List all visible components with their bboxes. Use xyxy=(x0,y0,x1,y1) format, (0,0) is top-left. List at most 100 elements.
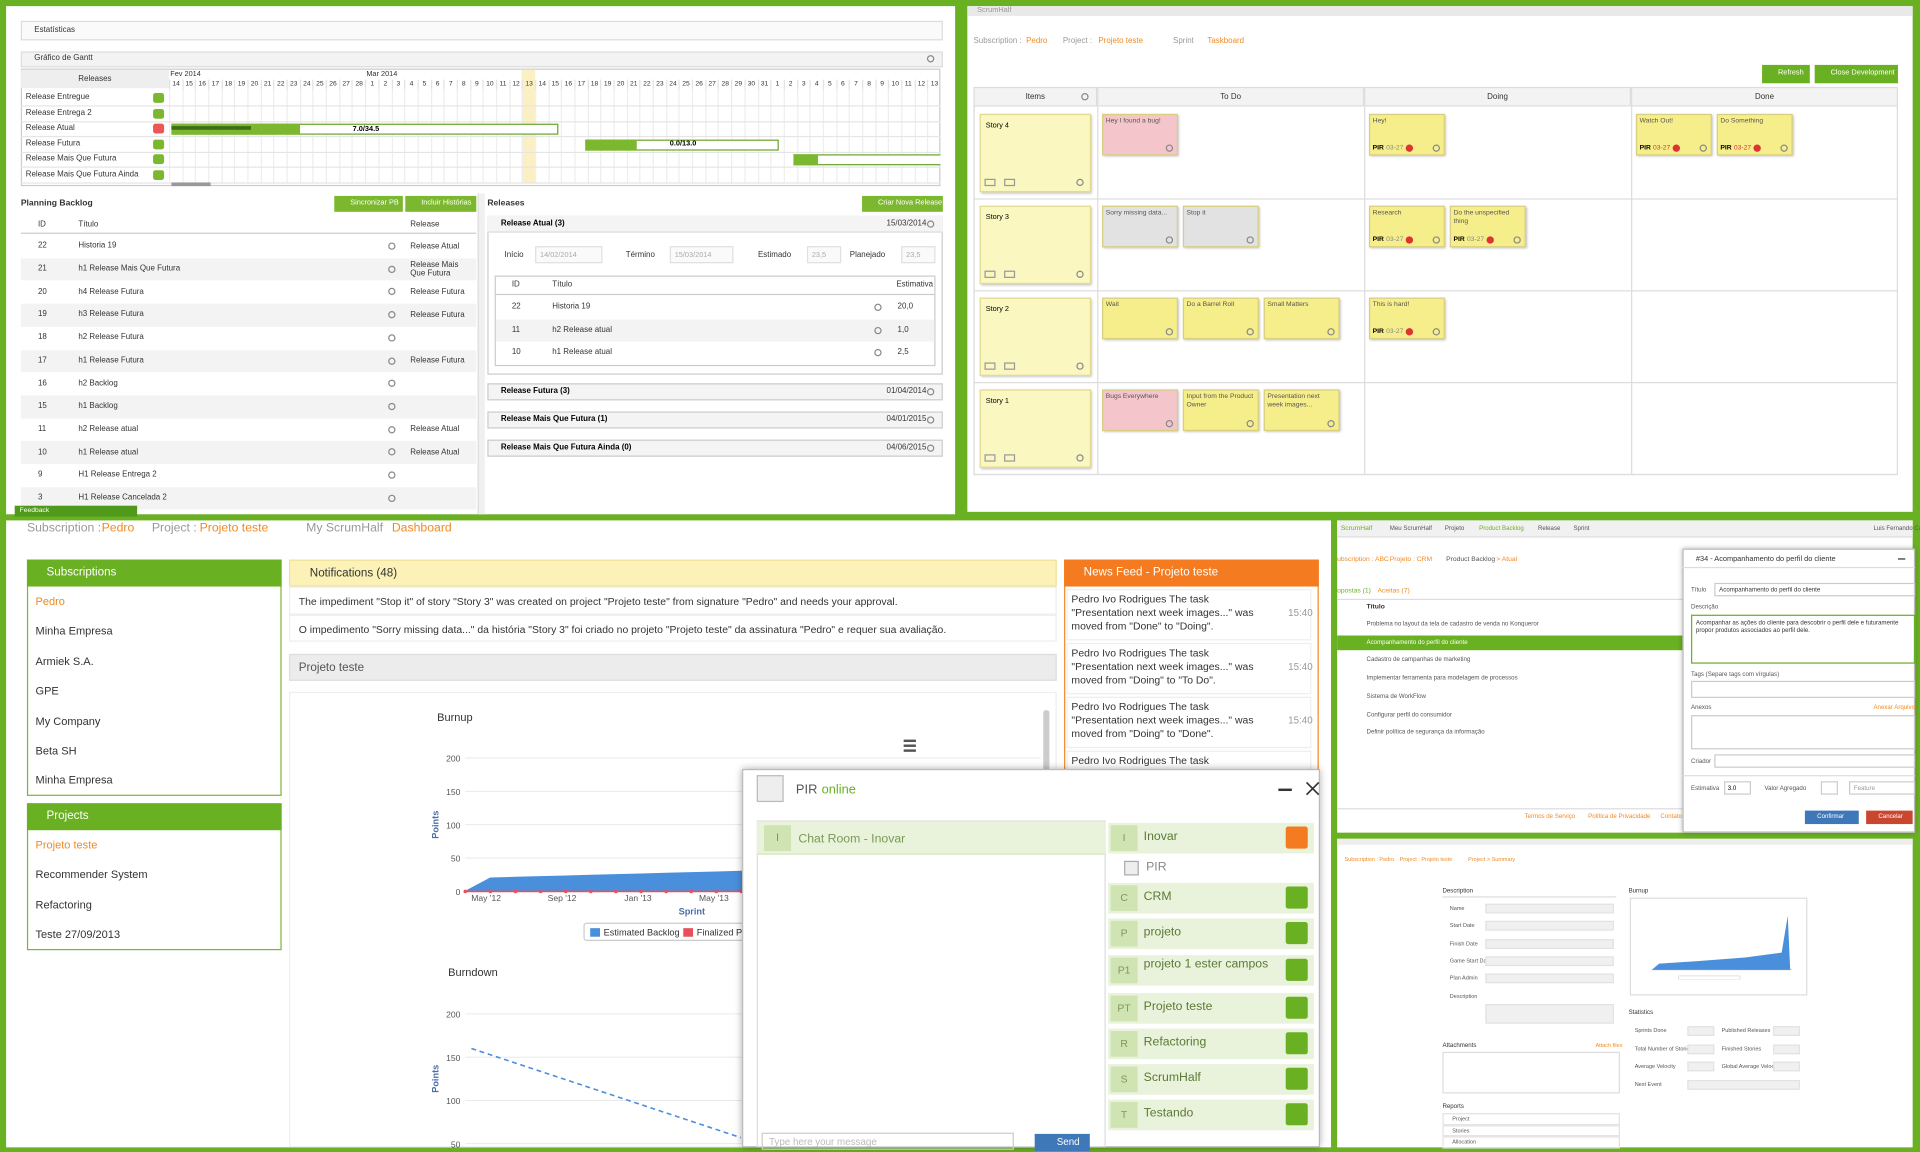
panel xyxy=(1337,838,1913,1148)
day-gridline xyxy=(312,89,315,183)
room-action[interactable] xyxy=(1285,1032,1308,1055)
story-release: Release Atual xyxy=(410,241,460,251)
day-gridline xyxy=(182,89,184,183)
report-item[interactable]: Stories xyxy=(1452,1127,1470,1134)
room-action[interactable] xyxy=(1285,886,1308,909)
room-action[interactable] xyxy=(1285,922,1308,945)
projects-item[interactable]: Projeto teste xyxy=(35,838,98,852)
day-label: 8 xyxy=(456,79,470,90)
room-name[interactable]: ScrumHalf xyxy=(1143,1071,1201,1085)
subscriptions-item[interactable]: Beta SH xyxy=(35,744,77,757)
button[interactable]: Criar Nova Release xyxy=(862,195,943,212)
icon xyxy=(926,444,935,452)
day-label: 18 xyxy=(221,79,234,90)
subscriptions-item[interactable]: Minha Empresa xyxy=(35,624,113,638)
day-gridline xyxy=(731,89,733,183)
room-name[interactable]: projeto xyxy=(1143,925,1182,940)
y-tick-label: 50 xyxy=(451,1139,461,1149)
icon xyxy=(1165,144,1174,152)
day-gridline xyxy=(901,89,903,183)
point xyxy=(588,889,593,894)
button[interactable]: Refresh xyxy=(1762,64,1810,84)
subscriptions-item[interactable]: My Company xyxy=(35,714,101,727)
news-time: 15:40 xyxy=(1288,661,1313,673)
nav-item[interactable]: Projeto xyxy=(1444,525,1465,533)
backlog-item[interactable]: Configurar perfil do consumidor xyxy=(1366,710,1452,719)
button[interactable]: Sincronizar PB xyxy=(334,195,403,212)
backlog-item[interactable]: Problema no layout da tela de cadastro d… xyxy=(1366,620,1539,629)
section-title: Estatísticas xyxy=(34,25,75,35)
story-id: 19 xyxy=(37,310,47,319)
icon xyxy=(874,303,882,312)
cancel-button[interactable]: Cancelar xyxy=(1866,810,1913,825)
field-label: Plan Admin xyxy=(1449,974,1478,982)
footer-link[interactable]: Política de Privacidade xyxy=(1588,813,1651,821)
button[interactable]: Close Development xyxy=(1814,64,1898,84)
attach-link[interactable]: Anexar Arquivo xyxy=(1873,704,1916,712)
nav-item[interactable]: Meu ScrumHalf xyxy=(1389,525,1432,533)
task-owner: PIR xyxy=(1720,144,1732,152)
attach-link[interactable]: Attach files xyxy=(1595,1042,1623,1049)
minimize[interactable] xyxy=(1278,788,1292,791)
room-action[interactable] xyxy=(1285,958,1308,981)
subscriptions-item[interactable]: GPE xyxy=(35,684,59,697)
backlog-item[interactable]: Sistema de WorkFlow xyxy=(1366,692,1426,701)
release-icon xyxy=(153,93,165,103)
y-tick-label: 100 xyxy=(446,1096,461,1106)
room-name[interactable]: Refactoring xyxy=(1143,1035,1207,1050)
backlog-item[interactable]: Implementar ferramenta para modelagem de… xyxy=(1366,674,1518,683)
tab[interactable]: Aceitas (7) xyxy=(1377,587,1410,596)
close-button[interactable] xyxy=(1305,781,1320,796)
task-card xyxy=(1263,389,1340,432)
report-item[interactable]: Project xyxy=(1452,1115,1470,1122)
subscriptions-item[interactable]: Armiek S.A. xyxy=(35,654,94,668)
icon xyxy=(1432,144,1441,152)
story-estimate: 20,0 xyxy=(897,302,914,312)
room-action[interactable] xyxy=(1285,826,1308,849)
room-name[interactable]: CRM xyxy=(1143,890,1172,904)
room-name[interactable]: Testando xyxy=(1143,1106,1194,1121)
subscriptions-item[interactable]: Minha Empresa xyxy=(35,774,113,787)
projects-item[interactable]: Recommender System xyxy=(35,868,148,881)
projects-item[interactable]: Teste 27/09/2013 xyxy=(35,928,121,941)
backlog-item[interactable]: Definir política de segurança da informa… xyxy=(1366,728,1485,737)
room-action[interactable] xyxy=(1285,996,1308,1019)
task-card xyxy=(1263,297,1340,340)
task-owner: PIR xyxy=(1639,144,1651,152)
chart-title: Burndown xyxy=(448,967,498,979)
field-label: Tags (Separe tags com vírgulas) xyxy=(1691,671,1780,679)
button[interactable]: Incluir Histórias xyxy=(405,195,477,212)
tab[interactable]: opostas (1) xyxy=(1337,587,1371,596)
backlog-item[interactable]: Cadastro de campanhas de marketing xyxy=(1366,656,1471,665)
nav-item[interactable]: Release xyxy=(1537,525,1561,533)
footer-link[interactable]: Contato xyxy=(1660,813,1682,821)
footer-link[interactable]: Termos de Serviço xyxy=(1524,813,1576,821)
report-item[interactable]: Allocation xyxy=(1452,1138,1477,1145)
nav-item[interactable]: Sprint xyxy=(1573,525,1590,533)
room-name[interactable]: Inovar xyxy=(1143,830,1178,844)
table-header xyxy=(20,217,477,234)
subscriptions-item[interactable]: Pedro xyxy=(35,595,65,608)
confirm-button[interactable]: Confirmar xyxy=(1804,810,1859,825)
release-icon xyxy=(153,123,165,134)
point xyxy=(664,889,668,894)
field-input: 14/02/2014 xyxy=(535,246,603,264)
modal-minimize[interactable] xyxy=(1897,558,1906,560)
icon xyxy=(926,220,935,228)
room-name[interactable]: projeto 1 ester campos xyxy=(1143,957,1269,972)
send-button[interactable]: Send xyxy=(1034,1133,1090,1152)
room-action[interactable] xyxy=(1285,1103,1308,1126)
gantt-bar-label: 7.0/34.5 xyxy=(352,125,380,134)
room-action[interactable] xyxy=(1285,1067,1308,1090)
point xyxy=(513,889,518,894)
projects-item[interactable]: Refactoring xyxy=(35,898,92,911)
icon xyxy=(1165,328,1174,336)
room-name[interactable]: Projeto teste xyxy=(1143,1000,1213,1014)
feedback-tab[interactable]: Feedback xyxy=(14,505,138,517)
nav-item[interactable]: Product Backlog xyxy=(1479,525,1524,533)
backlog-item[interactable]: Acompanhamento do perfil do cliente xyxy=(1366,638,1468,647)
day-gridline xyxy=(195,89,197,183)
legend-label: Finalized P xyxy=(697,928,742,938)
field-label: Game Start Date xyxy=(1449,957,1492,964)
day-label: 23 xyxy=(286,79,300,90)
